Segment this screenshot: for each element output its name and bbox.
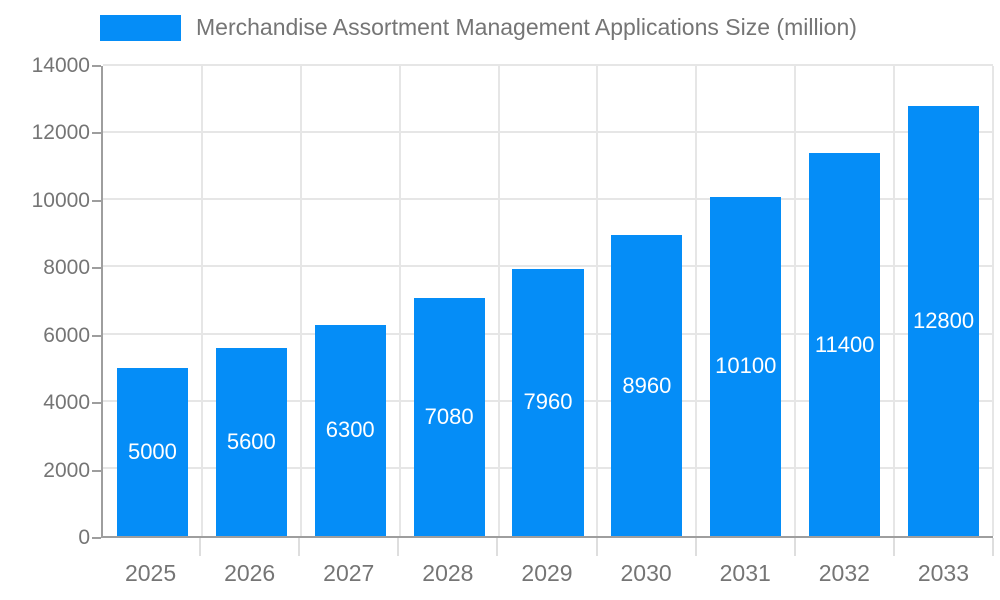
x-axis-label: 2032 [818, 560, 870, 586]
gridline-vertical [794, 66, 797, 536]
x-axis-label: 2031 [719, 560, 771, 586]
bar-2027[interactable]: 6300 [314, 324, 386, 536]
bar-value-label: 5600 [226, 429, 276, 454]
y-axis-tick [92, 267, 101, 270]
gridline-vertical [596, 66, 599, 536]
bar-value-label: 8960 [622, 372, 672, 398]
legend[interactable]: Merchandise Assortment Management Applic… [100, 14, 857, 41]
x-axis-label: 2027 [323, 560, 375, 586]
bar-2026[interactable]: 5600 [215, 348, 287, 536]
x-axis-tick [199, 538, 202, 556]
x-axis-tick [992, 538, 994, 556]
bar-value-label: 7080 [424, 404, 474, 430]
gridline-vertical [299, 66, 302, 536]
bar-2033[interactable]: 12800 [907, 106, 980, 536]
x-axis-tick [793, 538, 796, 556]
y-axis-tick [92, 132, 101, 135]
x-axis-label: 2033 [917, 560, 970, 586]
gridline-horizontal [103, 265, 993, 268]
x-axis-tick [496, 538, 499, 556]
bar-value-label: 10100 [715, 353, 777, 379]
bar-value-label: 12800 [912, 308, 975, 334]
x-axis-label: 2030 [620, 560, 672, 586]
chart-title: Merchandise Assortment Management Applic… [196, 14, 857, 40]
y-axis-label: 2000 [43, 458, 90, 482]
x-axis-label: 2029 [521, 560, 573, 586]
y-axis-label: 0 [78, 526, 90, 549]
gridline-horizontal [103, 131, 993, 134]
legend-swatch [100, 14, 181, 41]
x-axis-label: 2028 [422, 560, 474, 586]
y-axis-tick [92, 199, 101, 202]
gridline-vertical [398, 66, 401, 536]
gridline-vertical [992, 66, 994, 536]
gridline-vertical [200, 66, 203, 536]
x-axis-tick [595, 538, 598, 556]
y-axis-tick [92, 334, 101, 337]
gridline-vertical [893, 66, 896, 536]
bar-2025[interactable]: 5000 [116, 368, 189, 536]
bar-2029[interactable]: 7960 [512, 268, 584, 536]
gridline-horizontal [103, 64, 993, 66]
gridline-vertical [497, 66, 500, 536]
bar-value-label: 11400 [814, 331, 875, 357]
x-axis-tick [298, 538, 301, 556]
y-axis-tick [92, 402, 101, 405]
y-axis-label: 8000 [43, 256, 90, 280]
y-axis-tick [92, 537, 101, 539]
y-axis-label: 12000 [31, 121, 90, 145]
gridline-horizontal [103, 198, 993, 201]
y-axis-label: 10000 [31, 188, 90, 212]
y-axis-tick [92, 65, 101, 67]
bar-value-label: 7960 [523, 389, 573, 415]
bar-2031[interactable]: 10100 [710, 196, 782, 536]
bar-2028[interactable]: 7080 [413, 298, 485, 536]
bar-2030[interactable]: 8960 [611, 235, 683, 536]
y-axis-tick [92, 469, 101, 472]
x-axis-tick [694, 538, 697, 556]
bar-value-label: 6300 [325, 417, 375, 443]
bar-value-label: 5000 [127, 439, 177, 465]
x-axis-label: 2025 [124, 560, 177, 586]
x-axis-tick [397, 538, 400, 556]
gridline-vertical [695, 66, 698, 536]
bar-2032[interactable]: 11400 [809, 153, 881, 536]
x-axis-label: 2026 [224, 560, 276, 586]
x-axis-tick [892, 538, 895, 556]
y-axis-label: 4000 [43, 391, 90, 415]
y-axis-label: 6000 [43, 323, 90, 347]
plot-area: 5000 5600 6300 7080 7960 8960 10100 11400 12800 [101, 64, 994, 538]
y-axis-label: 14000 [31, 54, 90, 77]
